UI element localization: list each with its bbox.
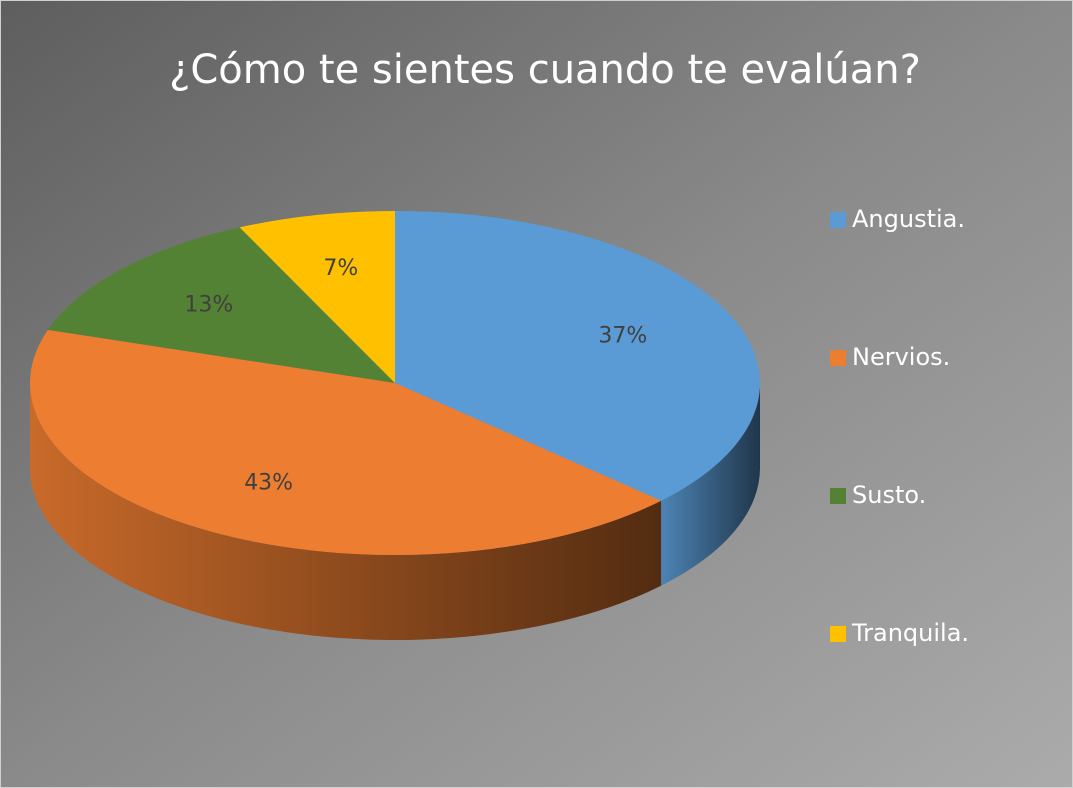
data-label: 13% bbox=[184, 293, 233, 318]
pie-slice bbox=[395, 211, 760, 501]
pie-slice bbox=[47, 227, 395, 383]
legend-swatch bbox=[830, 488, 846, 504]
pie-tops bbox=[29, 211, 760, 556]
pie-slice bbox=[29, 329, 662, 556]
labels: 37% 43% 13% 7% bbox=[184, 256, 647, 496]
pie-slice bbox=[239, 211, 395, 383]
legend-label: Angustia. bbox=[852, 205, 965, 233]
legend-swatch bbox=[830, 626, 846, 642]
pie-side bbox=[661, 383, 760, 586]
data-label: 7% bbox=[323, 256, 358, 281]
legend-label: Nervios. bbox=[852, 343, 950, 371]
legend-swatch bbox=[830, 350, 846, 366]
data-label: 37% bbox=[598, 324, 647, 349]
legend-label: Susto. bbox=[852, 481, 926, 509]
legend-swatch bbox=[830, 212, 846, 228]
pie-sides bbox=[30, 383, 760, 640]
pie-side bbox=[30, 383, 662, 640]
legend: Angustia. Nervios. Susto. Tranquila. bbox=[830, 205, 969, 647]
chart-title: ¿Cómo te sientes cuando te evalúan? bbox=[169, 47, 921, 93]
legend-label: Tranquila. bbox=[851, 619, 969, 647]
data-label: 43% bbox=[244, 471, 293, 496]
